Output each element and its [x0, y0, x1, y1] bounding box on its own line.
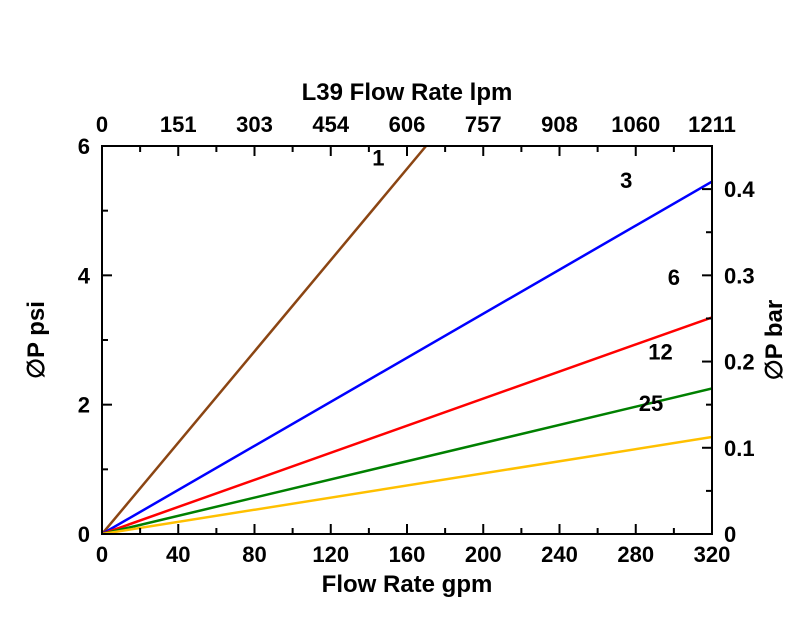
- x-top-tick-label: 303: [236, 112, 273, 137]
- series-25-label: 25: [639, 391, 663, 416]
- y-right-tick-label: 0.4: [724, 177, 755, 202]
- x-tick-label: 0: [96, 542, 108, 567]
- y-left-tick-label: 0: [78, 522, 90, 547]
- y-right-tick-label: 0.2: [724, 350, 755, 375]
- y-axis-label-right: ∅P bar: [761, 300, 788, 381]
- y-right-tick-label: 0.3: [724, 263, 755, 288]
- series-1-label: 1: [372, 145, 384, 170]
- x-top-tick-label: 151: [160, 112, 197, 137]
- y-right-tick-label: 0.1: [724, 436, 755, 461]
- x-tick-label: 240: [541, 542, 578, 567]
- x-tick-label: 120: [312, 542, 349, 567]
- series-6-label: 6: [668, 265, 680, 290]
- x-top-tick-label: 1060: [611, 112, 660, 137]
- x-axis-label-top: L39 Flow Rate lpm: [302, 79, 513, 106]
- x-tick-label: 80: [242, 542, 266, 567]
- chart-container: 04080120160200240280320Flow Rate gpm0151…: [0, 0, 808, 636]
- x-tick-label: 280: [617, 542, 654, 567]
- x-axis-label-bottom: Flow Rate gpm: [322, 571, 493, 598]
- x-top-tick-label: 606: [389, 112, 426, 137]
- x-top-tick-label: 908: [541, 112, 578, 137]
- y-left-tick-label: 6: [78, 134, 90, 159]
- y-left-tick-label: 2: [78, 393, 90, 418]
- x-tick-label: 200: [465, 542, 502, 567]
- y-axis-label-left: ∅P psi: [23, 301, 50, 379]
- x-top-tick-label: 1211: [688, 112, 736, 137]
- x-top-tick-label: 454: [312, 112, 349, 137]
- x-tick-label: 160: [389, 542, 426, 567]
- series-12-label: 12: [648, 339, 672, 364]
- y-left-tick-label: 4: [78, 263, 91, 288]
- x-tick-label: 40: [166, 542, 190, 567]
- x-top-tick-label: 0: [96, 112, 108, 137]
- y-right-tick-label: 0: [724, 522, 736, 547]
- series-3-label: 3: [620, 168, 632, 193]
- x-top-tick-label: 757: [465, 112, 502, 137]
